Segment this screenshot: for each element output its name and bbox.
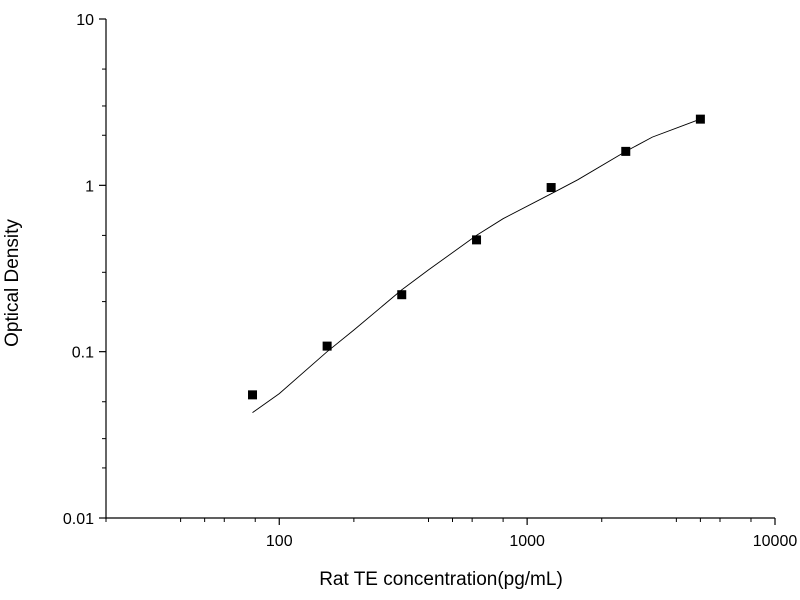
data-point <box>248 390 258 400</box>
y-tick-label: 0.1 <box>72 345 94 362</box>
data-point <box>472 235 482 245</box>
y-tick-label: 0.01 <box>63 511 94 528</box>
data-point <box>322 341 332 351</box>
x-tick-label: 10000 <box>753 533 798 550</box>
y-tick-label: 10 <box>76 12 94 29</box>
axes <box>105 19 775 519</box>
data-point <box>621 146 631 156</box>
data-point <box>397 290 407 300</box>
x-tick-label: 100 <box>266 533 293 550</box>
x-axis-label: Rat TE concentration(pg/mL) <box>319 569 563 590</box>
fit-curve <box>252 118 701 413</box>
y-axis-label: Optical Density <box>2 219 23 347</box>
data-point <box>695 114 705 124</box>
data-points <box>248 114 705 400</box>
x-tick-label: 1000 <box>509 533 545 550</box>
y-tick-label: 1 <box>85 178 94 195</box>
data-point <box>546 183 556 193</box>
fit-curve-group <box>252 118 701 413</box>
ticks: 100 1000 10000 0.01 0.1 1 10 <box>63 12 797 550</box>
